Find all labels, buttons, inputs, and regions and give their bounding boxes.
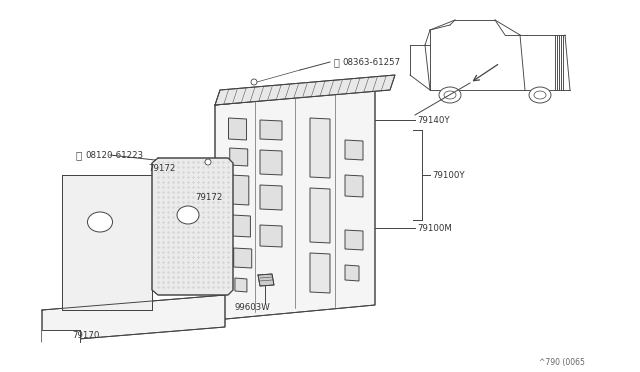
Ellipse shape xyxy=(88,212,113,232)
Text: 08363-61257: 08363-61257 xyxy=(342,58,400,67)
Text: 79100M: 79100M xyxy=(417,224,452,232)
Polygon shape xyxy=(310,188,330,243)
Polygon shape xyxy=(228,118,246,140)
Circle shape xyxy=(251,79,257,85)
Ellipse shape xyxy=(439,87,461,103)
Polygon shape xyxy=(232,215,250,237)
Text: Ⓢ: Ⓢ xyxy=(334,57,340,67)
Polygon shape xyxy=(42,295,225,342)
Ellipse shape xyxy=(444,91,456,99)
Text: 79140Y: 79140Y xyxy=(417,115,450,125)
Polygon shape xyxy=(260,185,282,210)
Text: ^790 (0065: ^790 (0065 xyxy=(539,357,585,366)
Text: Ⓑ: Ⓑ xyxy=(75,150,81,160)
Polygon shape xyxy=(258,274,274,286)
Polygon shape xyxy=(231,175,249,205)
Polygon shape xyxy=(215,75,395,105)
Polygon shape xyxy=(345,265,359,281)
Text: 99603W: 99603W xyxy=(234,304,270,312)
Text: 79172: 79172 xyxy=(148,164,175,173)
Text: 08120-61223: 08120-61223 xyxy=(85,151,143,160)
Polygon shape xyxy=(152,158,233,295)
Ellipse shape xyxy=(529,87,551,103)
Polygon shape xyxy=(310,253,330,293)
Circle shape xyxy=(205,159,211,165)
Polygon shape xyxy=(345,230,363,250)
Polygon shape xyxy=(310,118,330,178)
Polygon shape xyxy=(345,140,363,160)
Polygon shape xyxy=(234,248,252,268)
Polygon shape xyxy=(62,175,152,310)
Polygon shape xyxy=(42,330,80,342)
Polygon shape xyxy=(260,120,282,140)
Text: 79172: 79172 xyxy=(195,192,222,202)
Polygon shape xyxy=(345,175,363,197)
Polygon shape xyxy=(230,148,248,166)
Ellipse shape xyxy=(534,91,546,99)
Polygon shape xyxy=(235,278,247,292)
Polygon shape xyxy=(260,150,282,175)
Text: 79100Y: 79100Y xyxy=(432,170,465,180)
Text: 79170: 79170 xyxy=(72,330,99,340)
Polygon shape xyxy=(215,90,375,320)
Polygon shape xyxy=(260,225,282,247)
Ellipse shape xyxy=(177,206,199,224)
